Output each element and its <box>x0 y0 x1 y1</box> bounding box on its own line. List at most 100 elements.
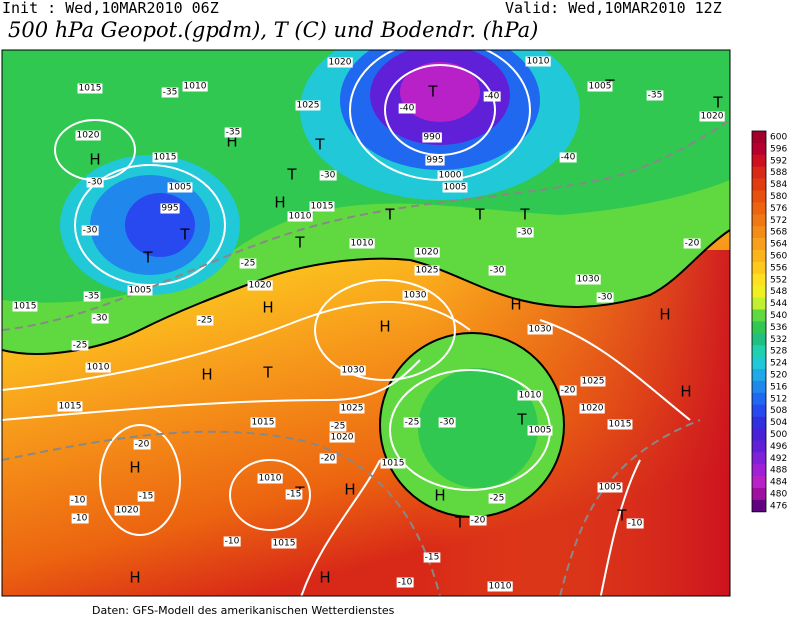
colorbar-label: 600 <box>770 132 787 142</box>
pressure-center: T <box>616 507 627 525</box>
pressure-center: H <box>129 459 140 477</box>
colorbar-swatch <box>752 154 766 167</box>
temperature-label: -20 <box>561 386 576 396</box>
colorbar-swatch <box>752 452 766 465</box>
pressure-center: H <box>510 296 521 314</box>
label-box <box>287 211 313 222</box>
isobar-label: 1020 <box>331 433 354 443</box>
pressure-center: H <box>659 306 670 324</box>
label-box <box>580 376 606 387</box>
colorbar-label: 560 <box>770 251 787 261</box>
label-box <box>167 182 193 193</box>
temperature-label: -25 <box>198 316 213 326</box>
init-time: Init : Wed,10MAR2010 06Z <box>2 0 219 17</box>
label-box <box>699 111 725 122</box>
label-box <box>257 473 283 484</box>
isobar-label: 1015 <box>14 302 37 312</box>
colorbar-swatch <box>752 250 766 263</box>
pressure-center: T <box>454 514 465 532</box>
data-source: Daten: GFS-Modell des amerikanischen Wet… <box>92 604 395 617</box>
pressure-center: H <box>129 569 140 587</box>
isobar-label: 1025 <box>341 404 364 414</box>
colorbar-swatch <box>752 142 766 156</box>
temperature-label: -15 <box>287 490 302 500</box>
label-box <box>340 365 366 376</box>
label-box <box>182 81 208 92</box>
colorbar-label: 532 <box>770 335 787 345</box>
label-box <box>402 290 428 301</box>
pressure-center: H <box>89 151 100 169</box>
colorbar-swatch <box>752 309 766 322</box>
label-box <box>469 515 487 526</box>
temperature-label: -25 <box>73 341 88 351</box>
colorbar-swatch <box>752 190 766 203</box>
pressure-center: H <box>262 299 273 317</box>
label-box <box>196 315 214 326</box>
colorbar-label: 548 <box>770 287 787 297</box>
label-box <box>414 265 440 276</box>
temperature-label: -35 <box>163 88 178 98</box>
label-box <box>525 56 551 67</box>
colorbar-label: 536 <box>770 323 787 333</box>
isobar-label: 1030 <box>577 275 600 285</box>
label-box <box>414 247 440 258</box>
isobar-label: 1025 <box>416 266 439 276</box>
label-box <box>239 258 257 269</box>
colorbar-swatch <box>752 261 766 275</box>
pressure-center: T <box>294 234 305 252</box>
valid-time: Valid: Wed,10MAR2010 12Z <box>505 0 722 17</box>
temperature-label: -30 <box>83 226 98 236</box>
isobar-label: 1005 <box>444 183 467 193</box>
colorbar-label: 528 <box>770 347 787 357</box>
label-box <box>575 274 601 285</box>
colorbar-label: 488 <box>770 466 787 476</box>
pressure-center: T <box>179 226 190 244</box>
temperature-label: -20 <box>471 516 486 526</box>
label-box <box>285 489 303 500</box>
isobar-label: 1010 <box>351 239 374 249</box>
colorbar-swatch <box>752 476 766 489</box>
isobar-label: 1020 <box>581 404 604 414</box>
label-box <box>396 577 414 588</box>
label-box <box>319 453 337 464</box>
label-box <box>517 390 543 401</box>
label-box <box>488 493 506 504</box>
label-box <box>403 417 421 428</box>
colorbar-swatch <box>752 285 766 298</box>
label-box <box>380 458 406 469</box>
isobar-label: 1010 <box>87 363 110 373</box>
colorbar-label: 476 <box>770 501 787 511</box>
pressure-center: T <box>314 136 325 154</box>
pressure-center: T <box>516 411 527 429</box>
colorbar-swatch <box>752 357 766 370</box>
pressure-center: T <box>519 206 530 224</box>
pressure-center: H <box>226 133 237 151</box>
pressure-center: H <box>434 487 445 505</box>
colorbar-label: 552 <box>770 275 787 285</box>
colorbar-swatch <box>752 392 766 405</box>
colorbar-label: 564 <box>770 240 787 250</box>
label-box <box>626 518 644 529</box>
colorbar-label: 568 <box>770 228 787 238</box>
map-frame <box>1 49 731 597</box>
temperature-label: -30 <box>518 228 533 238</box>
isobar-label: 1015 <box>59 402 82 412</box>
isobar-label: 1030 <box>342 366 365 376</box>
colorbar-label: 572 <box>770 216 787 226</box>
temperature-label: -40 <box>485 92 500 102</box>
isobar-label: 1030 <box>529 325 552 335</box>
label-box <box>442 182 468 193</box>
temperature-label: -25 <box>331 422 346 432</box>
label-box <box>559 152 577 163</box>
temperature-label: -25 <box>490 494 505 504</box>
map-field: HHHHHHHHHHHHHHTTTTTTTTTTTTTTTT1020101510… <box>2 50 730 596</box>
isobar-label: 1025 <box>582 377 605 387</box>
colorbar-swatch <box>752 321 766 334</box>
colorbar-label: 588 <box>770 168 787 178</box>
colorbar-label: 544 <box>770 299 787 309</box>
label-box <box>81 225 99 236</box>
isobar-label: 1010 <box>259 474 282 484</box>
colorbar-swatch <box>752 499 766 513</box>
label-box <box>607 419 633 430</box>
label-box <box>247 280 273 291</box>
